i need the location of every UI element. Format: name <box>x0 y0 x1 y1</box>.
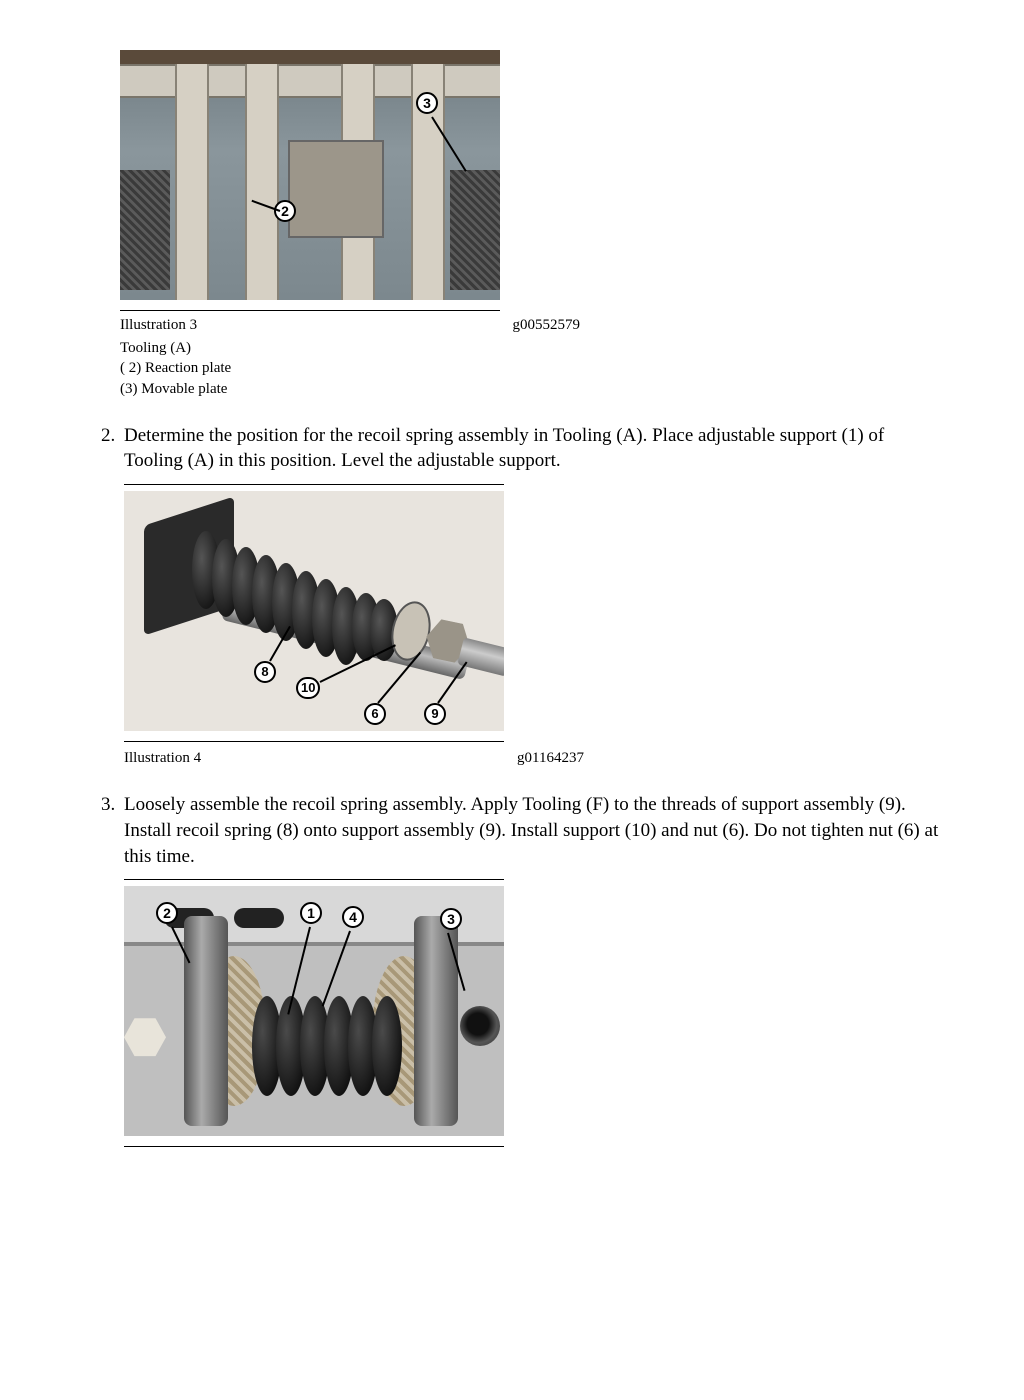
step-list: Determine the position for the recoil sp… <box>80 423 944 1147</box>
figure-rule <box>124 879 504 880</box>
step-3-text: Loosely assemble the recoil spring assem… <box>124 792 944 869</box>
illustration-4-image: 8 10 6 9 <box>124 491 504 731</box>
figure-4: 8 10 6 9 Illustration 4 g01164237 <box>124 484 944 768</box>
figure-3-caption-left: Illustration 3 <box>120 317 197 334</box>
figure-3-sub2: ( 2) Reaction plate <box>120 358 944 378</box>
callout-9: 9 <box>424 703 446 725</box>
figure-3-caption: Illustration 3 g00552579 <box>120 317 580 334</box>
step-3: Loosely assemble the recoil spring assem… <box>120 792 944 1147</box>
figure-rule <box>124 1146 504 1147</box>
figure-4-caption-right: g01164237 <box>517 748 584 768</box>
callout-6: 6 <box>364 703 386 725</box>
figure-rule <box>124 741 504 742</box>
figure-3-caption-right: g00552579 <box>513 317 581 334</box>
figure-3: 3 2 Illustration 3 g00552579 Tooling (A)… <box>120 50 944 399</box>
callout-8: 8 <box>254 661 276 683</box>
step-2-text: Determine the position for the recoil sp… <box>124 423 944 474</box>
callout-3: 3 <box>416 92 438 114</box>
figure-4-caption-left: Illustration 4 <box>124 748 201 768</box>
figure-5: 2 1 4 3 <box>124 879 944 1147</box>
figure-3-sub1: Tooling (A) <box>120 338 944 358</box>
step-2: Determine the position for the recoil sp… <box>120 423 944 769</box>
callout-10: 10 <box>296 677 320 699</box>
figure-rule <box>120 310 500 311</box>
illustration-3-image: 3 2 <box>120 50 500 300</box>
illustration-5-image: 2 1 4 3 <box>124 886 504 1136</box>
figure-3-sub3: (3) Movable plate <box>120 379 944 399</box>
figure-rule <box>124 484 504 485</box>
figure-4-caption: Illustration 4 g01164237 <box>124 748 584 768</box>
